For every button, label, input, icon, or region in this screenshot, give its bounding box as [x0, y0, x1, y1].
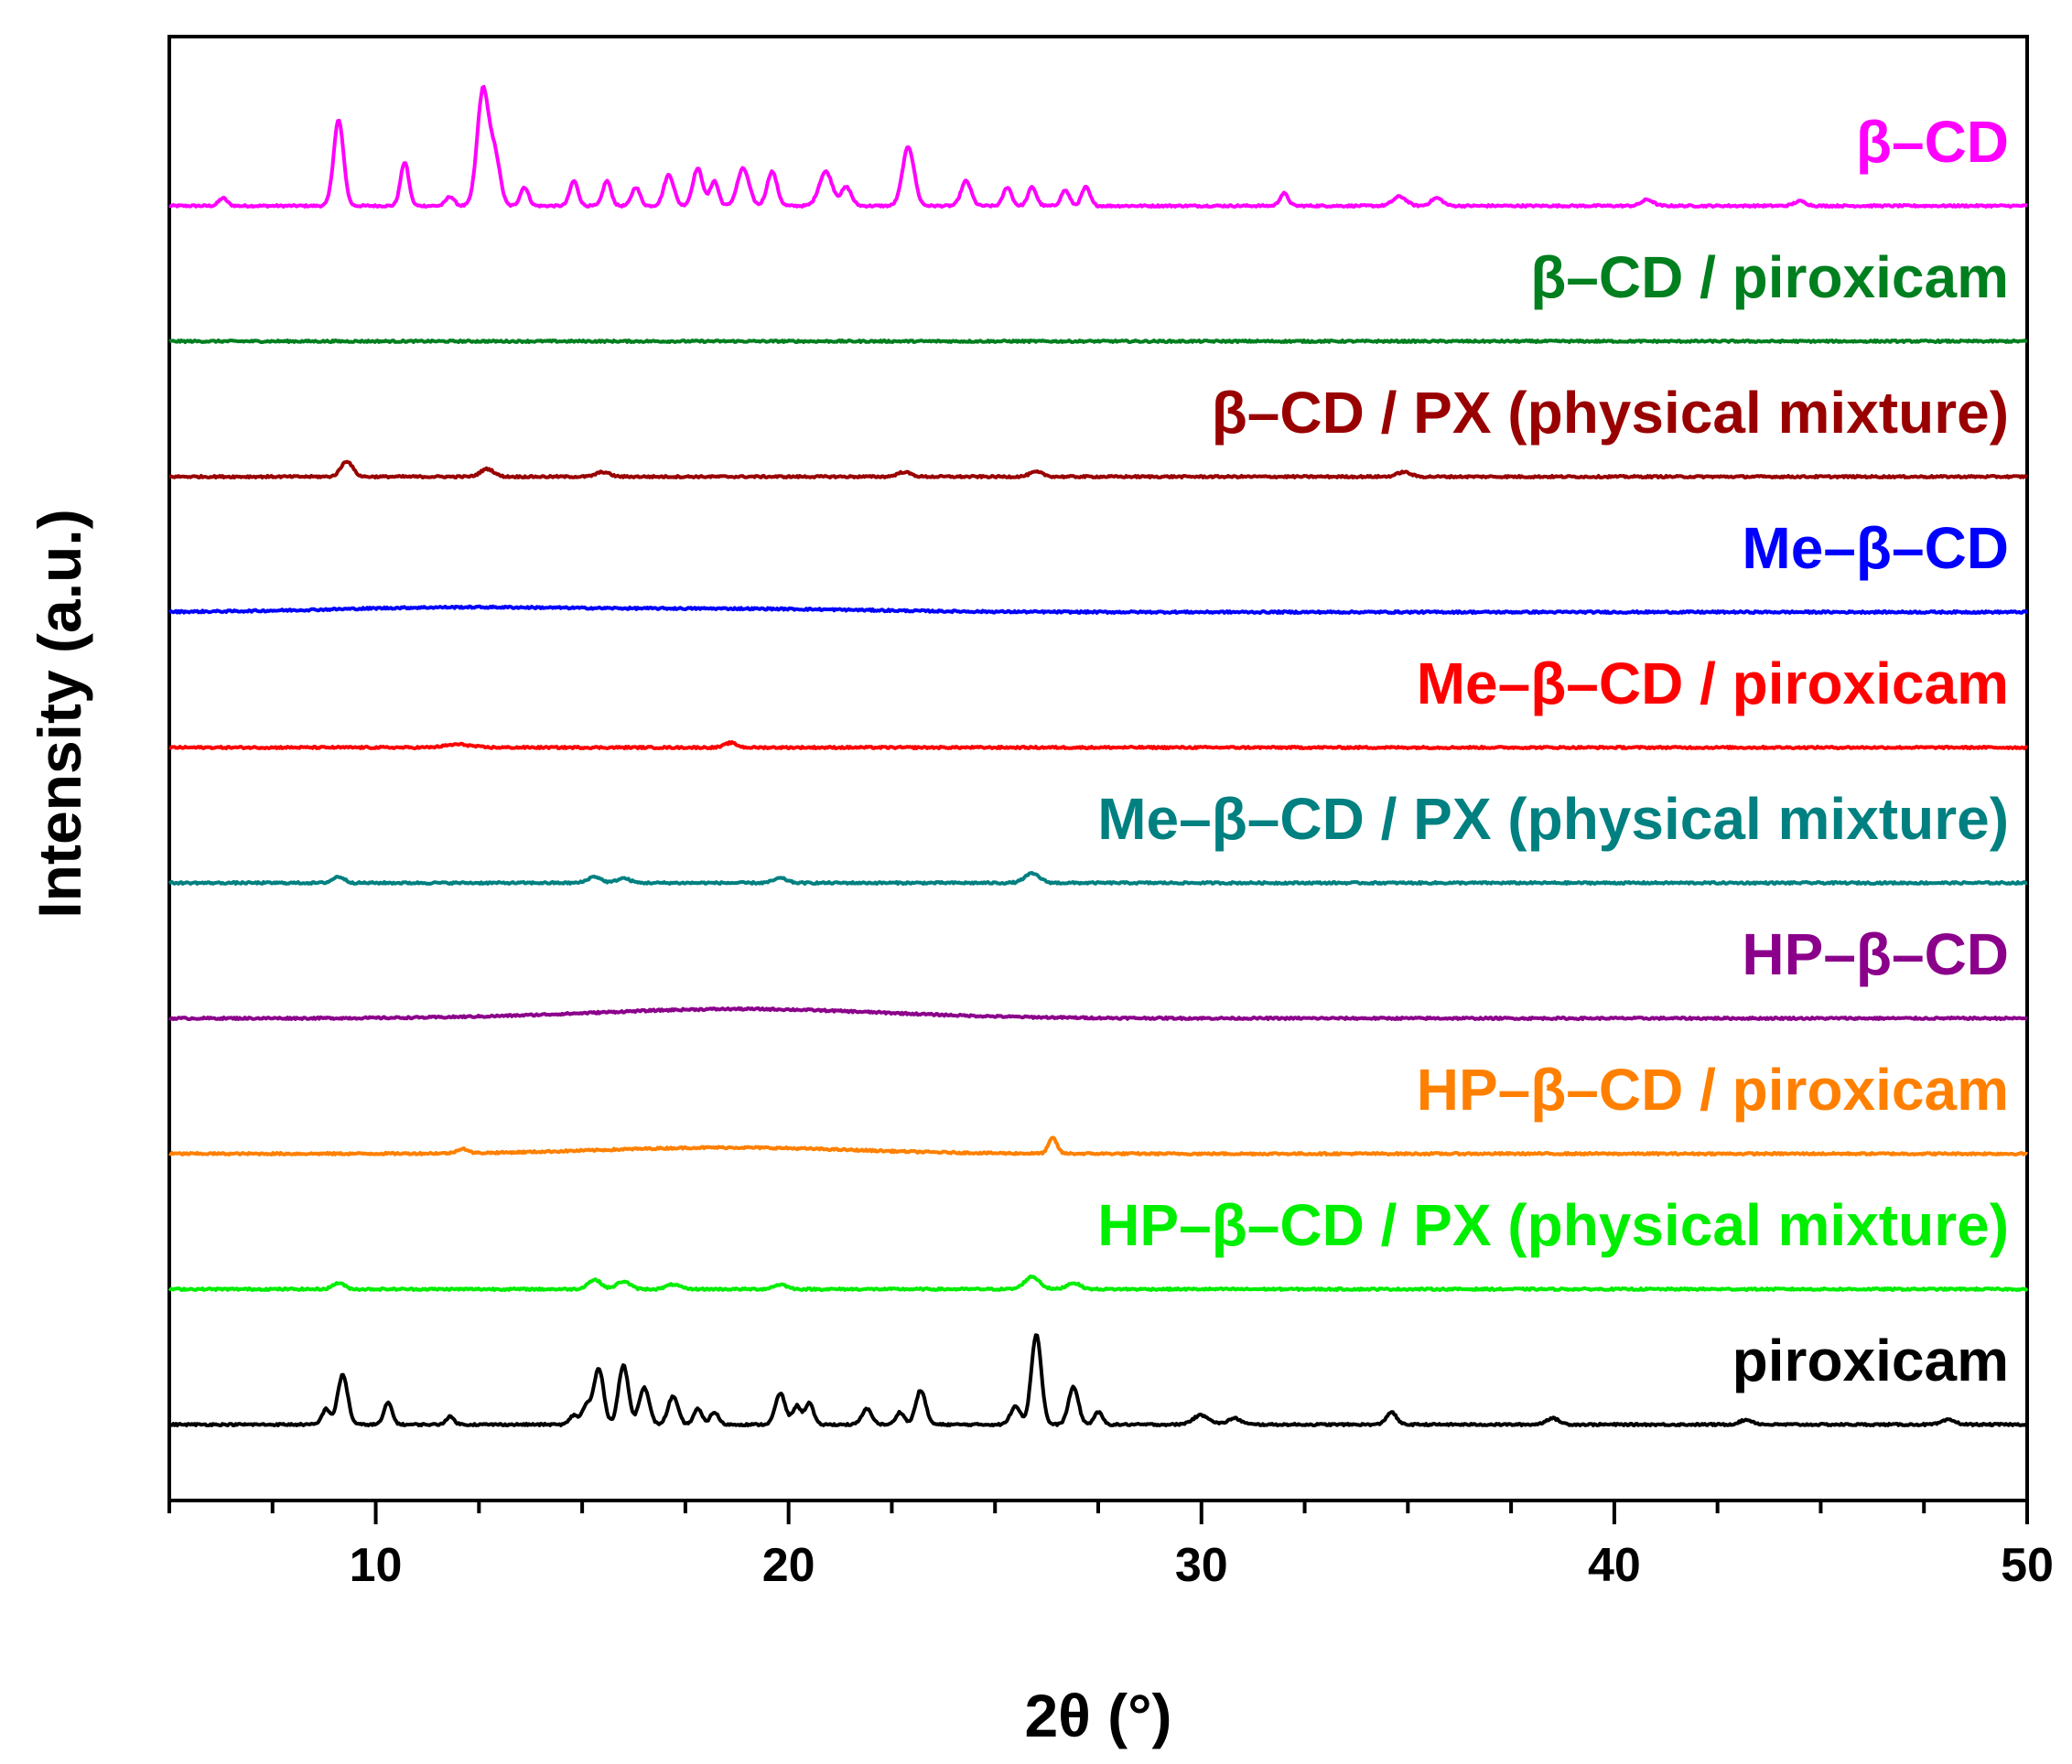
- trace-line: [167, 1274, 2029, 1292]
- series-label: Me–β–CD: [1742, 515, 2009, 581]
- trace-line: [168, 1333, 2029, 1427]
- trace-line: [167, 870, 2028, 886]
- x-tick-label: 10: [350, 1539, 403, 1592]
- x-tick-label: 40: [1588, 1539, 1641, 1592]
- series-label: β–CD: [1856, 109, 2009, 175]
- trace-line: [167, 604, 2028, 615]
- trace-line: [167, 1006, 2028, 1021]
- x-axis-ticks: 10 20 30 40 50: [167, 1500, 2054, 1592]
- x-tick-label: 20: [762, 1539, 815, 1592]
- trace-line: [168, 84, 2028, 209]
- series-label: piroxicam: [1732, 1328, 2009, 1393]
- series-label: HP–β–CD / piroxicam: [1417, 1057, 2009, 1123]
- y-axis-title: Intensity (a.u.): [26, 509, 93, 918]
- x-tick-label: 50: [2001, 1539, 2054, 1592]
- series-labels: β–CD β–CD / piroxicam β–CD / PX (physical …: [1097, 109, 2009, 1393]
- series-label: Me–β–CD / PX (physical mixture): [1097, 786, 2009, 852]
- x-axis-title: 2θ (°): [1024, 1682, 1171, 1749]
- trace-line: [168, 740, 2029, 750]
- trace-line: [167, 339, 2028, 344]
- series-label: β–CD / PX (physical mixture): [1212, 380, 2009, 446]
- series-label: HP–β–CD / PX (physical mixture): [1097, 1192, 2009, 1258]
- series-label: HP–β–CD: [1742, 921, 2009, 987]
- trace-line: [168, 459, 2029, 479]
- trace-line: [168, 1135, 2028, 1156]
- diffraction-traces: [167, 84, 2029, 1427]
- series-label: Me–β–CD / piroxicam: [1417, 651, 2009, 716]
- series-label: β–CD / piroxicam: [1530, 244, 2009, 310]
- x-tick-label: 30: [1175, 1539, 1228, 1592]
